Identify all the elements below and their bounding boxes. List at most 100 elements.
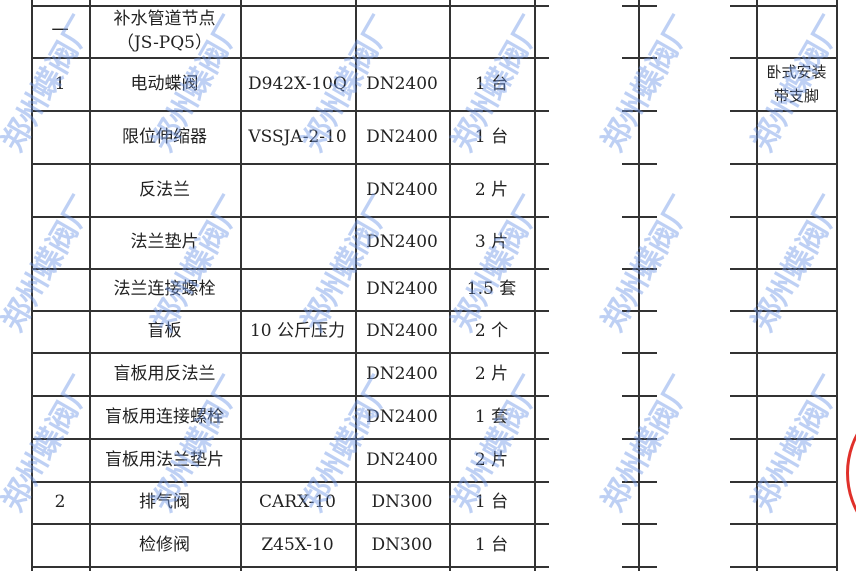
row-line	[622, 5, 657, 7]
cell-spec: DN2400	[366, 363, 438, 384]
cell-qty: 1 台	[474, 73, 509, 94]
row-line	[31, 5, 549, 7]
watermark-text: 郑州蝶阀厂	[595, 370, 701, 518]
row-line	[622, 395, 657, 397]
cell-qty: 1 套	[474, 406, 509, 427]
cell-name: 法兰垫片	[130, 232, 199, 252]
column-line	[638, 0, 640, 571]
row-line	[730, 523, 837, 525]
row-line	[622, 523, 657, 525]
row-line	[730, 438, 837, 440]
column-line	[240, 0, 242, 571]
watermark-text: 郑州蝶阀厂	[595, 10, 701, 158]
row-line	[622, 310, 657, 312]
row-line	[31, 566, 549, 568]
section-number: 一	[51, 21, 69, 41]
cell-model: CARX-10	[259, 492, 336, 512]
column-line	[534, 0, 536, 571]
column-line	[355, 0, 357, 571]
cell-qty: 2 片	[474, 363, 509, 384]
cell-no	[31, 110, 89, 163]
cell-model: VSSJA-2-10	[248, 126, 347, 147]
cell-name: 盲板用法兰垫片	[105, 449, 224, 470]
row-line	[31, 352, 549, 354]
cell-no	[31, 268, 89, 310]
cell-spec: DN300	[371, 534, 433, 555]
cell-name: 盲板用连接螺栓	[105, 406, 224, 427]
row-line	[622, 481, 657, 483]
section-code: （JS-PQ5）	[116, 33, 213, 53]
cell-spec: DN2400	[366, 406, 438, 427]
cell-model	[240, 163, 355, 216]
cell-model	[240, 395, 355, 438]
cell-name: 排气阀	[139, 492, 190, 512]
row-line	[31, 395, 549, 397]
cell-no	[31, 523, 89, 566]
cell-qty: 2 片	[474, 179, 509, 200]
cell-spec: DN2400	[366, 232, 438, 252]
cell-qty: 1 台	[474, 492, 509, 512]
row-line	[730, 268, 837, 270]
row-line	[31, 57, 549, 59]
red-seal-stamp	[846, 400, 856, 546]
cell-qty: 2 片	[474, 449, 509, 470]
column-line	[449, 0, 451, 571]
cell-model: 10 公斤压力	[249, 321, 346, 341]
column-line	[89, 0, 91, 571]
row-line	[622, 110, 657, 112]
cell-model	[240, 438, 355, 481]
column-line	[836, 0, 838, 571]
cell-qty: 1 台	[474, 126, 509, 147]
cell-spec: DN2400	[366, 279, 438, 299]
row-line	[622, 268, 657, 270]
cell-spec: DN2400	[366, 126, 438, 147]
row-line	[31, 163, 549, 165]
section-name: 补水管道节点	[113, 9, 216, 29]
cell-no	[31, 310, 89, 352]
column-line	[756, 0, 758, 571]
cell-qty: 3 片	[474, 232, 509, 252]
cell-name: 法兰连接螺栓	[113, 279, 216, 299]
cell-qty: 1 台	[474, 534, 509, 555]
section-title: 补水管道节点 （JS-PQ5）	[89, 5, 240, 57]
cell-name: 反法兰	[139, 179, 190, 200]
cell-spec: DN2400	[366, 73, 438, 94]
cell-name: 盲板	[147, 321, 182, 341]
row-line	[31, 268, 549, 270]
cell-no	[31, 216, 89, 268]
cell-no	[31, 438, 89, 481]
row-line	[622, 438, 657, 440]
cell-spec: DN2400	[366, 321, 438, 341]
row-line	[31, 523, 549, 525]
cell-qty: 2 个	[474, 321, 509, 341]
cell-model	[240, 268, 355, 310]
row-line	[730, 57, 837, 59]
cell-model	[240, 352, 355, 395]
row-line	[31, 216, 549, 218]
watermark-text: 郑州蝶阀厂	[595, 190, 701, 338]
cell-name: 限位伸缩器	[122, 126, 207, 147]
cell-model: D942X-10Q	[248, 73, 347, 94]
cell-model	[240, 216, 355, 268]
row-line	[622, 352, 657, 354]
row-line	[730, 566, 837, 568]
cell-name: 盲板用反法兰	[113, 363, 216, 384]
row-line	[622, 566, 657, 568]
row-line	[31, 310, 549, 312]
row-line	[622, 216, 657, 218]
row-line	[730, 395, 837, 397]
cell-spec: DN300	[371, 492, 433, 512]
cell-name: 检修阀	[139, 534, 190, 555]
row-line	[730, 216, 837, 218]
row-line	[31, 481, 549, 483]
row-line	[730, 310, 837, 312]
cell-model: Z45X-10	[261, 534, 334, 555]
cell-no	[31, 163, 89, 216]
cell-spec: DN2400	[366, 449, 438, 470]
row-line	[730, 5, 837, 7]
row-line	[31, 110, 549, 112]
row-line	[622, 57, 657, 59]
column-line	[31, 0, 33, 571]
row-line	[730, 481, 837, 483]
